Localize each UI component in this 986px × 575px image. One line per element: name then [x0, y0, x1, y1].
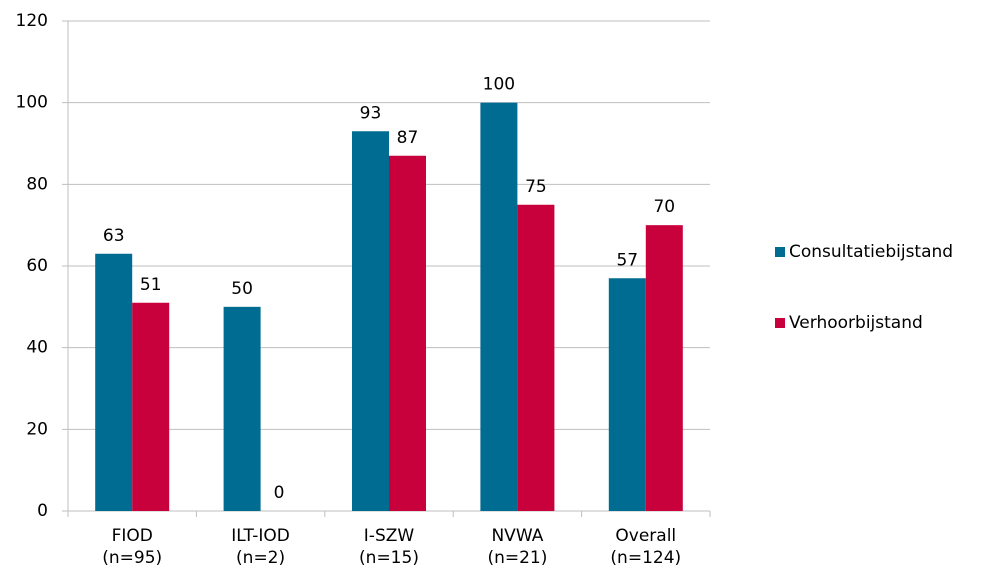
x-tick-label: Overall	[615, 526, 676, 546]
data-label: 50	[231, 279, 253, 299]
data-label: 51	[140, 275, 162, 295]
data-label: 100	[483, 75, 515, 95]
bar	[517, 204, 555, 511]
y-tick-label: 0	[37, 501, 48, 521]
x-tick-label: (n=124)	[610, 548, 681, 568]
y-tick-label: 100	[16, 93, 48, 113]
y-tick-label: 60	[26, 256, 48, 276]
y-tick-label: 120	[16, 11, 48, 31]
x-tick-label: FIOD	[112, 526, 153, 546]
bar	[645, 225, 683, 511]
x-tick-label: (n=21)	[487, 548, 547, 568]
bar	[223, 306, 261, 511]
y-tick-label: 80	[26, 174, 48, 194]
data-label: 93	[360, 103, 382, 123]
legend-swatch	[775, 247, 785, 257]
bar	[95, 253, 133, 511]
legend-label: Consultatiebijstand	[789, 242, 953, 262]
legend-swatch	[775, 318, 785, 328]
data-label: 63	[103, 226, 125, 246]
data-label: 75	[525, 177, 547, 197]
data-label: 57	[616, 250, 638, 270]
x-tick-label: ILT-IOD	[231, 526, 290, 546]
data-label: 0	[274, 483, 285, 503]
y-tick-label: 40	[26, 338, 48, 358]
bar	[389, 155, 426, 511]
x-tick-label: (n=95)	[102, 548, 162, 568]
data-label: 70	[653, 197, 675, 217]
data-label: 87	[397, 128, 419, 148]
bar	[132, 302, 170, 511]
x-tick-label: I-SZW	[364, 526, 415, 546]
bar	[608, 278, 646, 511]
y-tick-label: 20	[26, 419, 48, 439]
x-tick-label: (n=15)	[359, 548, 419, 568]
legend-label: Verhoorbijstand	[789, 313, 923, 333]
x-tick-label: NVWA	[491, 526, 543, 546]
bar	[480, 102, 518, 512]
x-tick-label: (n=2)	[236, 548, 285, 568]
bar	[352, 131, 389, 511]
